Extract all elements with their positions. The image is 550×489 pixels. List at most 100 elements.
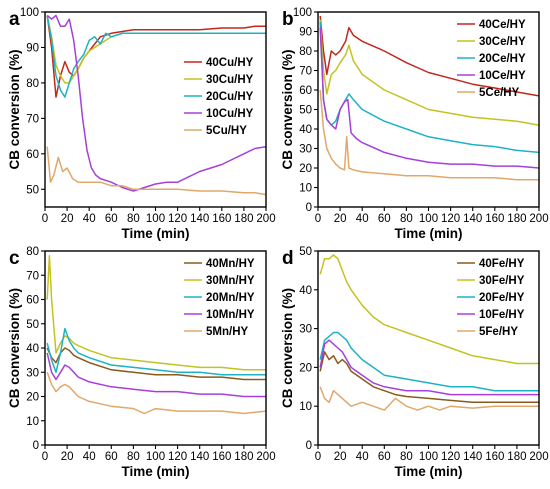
panel-a-legend: 40Cu/HY 30Cu/HY 20Cu/HY 10Cu/HY 5Cu/HY xyxy=(184,57,254,137)
panel-a-legend-label: 5Cu/HY xyxy=(206,125,247,137)
panel-d-y-tick-label: 0 xyxy=(306,440,312,452)
panel-d-x-tick-label: 140 xyxy=(463,451,482,463)
panel-b-x-tick-label: 140 xyxy=(463,213,482,225)
panel-d-x-tick-label: 80 xyxy=(400,451,413,463)
panel-c-y-tick-label: 0 xyxy=(33,440,39,452)
panel-d-x-tick-label: 100 xyxy=(419,451,438,463)
panel-b-y-tick-label: 0 xyxy=(306,202,312,214)
panel-d-legend-label: 40Fe/HY xyxy=(479,258,525,270)
panel-a-x-tick-label: 100 xyxy=(146,213,165,225)
panel-d-y-axis-title: CB conversion (%) xyxy=(280,288,295,408)
panel-d-series-line-40fe-hy xyxy=(319,351,539,404)
panel-c-y-tick-label: 80 xyxy=(26,246,39,258)
panel-c-series-line-30mn-hy xyxy=(46,255,266,371)
panel-a-series-line-40cu-hy xyxy=(46,15,266,98)
panel-d-series-line-30fe-hy xyxy=(319,254,539,365)
panel-b-series-line-10ce-hy xyxy=(319,27,540,169)
panel-c-x-tick-label: 180 xyxy=(234,451,253,463)
panel-a: 0 20 40 60 80 100 120 140 160 180 2005060708090100… xyxy=(7,7,276,241)
panel-c-series-line-5mn-hy xyxy=(46,372,267,415)
panel-c-y-tick-label: 50 xyxy=(26,319,39,331)
panel-b-y-tick-label: 100 xyxy=(293,7,312,19)
panel-a-x-tick-label: 160 xyxy=(212,213,231,225)
panel-a-y-tick-label: 50 xyxy=(26,184,39,196)
panel-b-y-tick-label: 40 xyxy=(299,124,312,136)
panel-d-x-tick-label: 160 xyxy=(485,451,504,463)
panel-a-y-tick-label: 70 xyxy=(26,113,39,125)
panel-d-x-axis-title: Time (min) xyxy=(394,464,462,479)
panel-b-series-line-30ce-hy xyxy=(319,19,540,126)
panel-b-y-tick-label: 20 xyxy=(299,163,312,175)
panel-b-x-tick-label: 40 xyxy=(356,213,369,225)
panel-c-y-tick-label: 40 xyxy=(26,343,39,355)
panel-c-legend-label: 20Mn/HY xyxy=(206,292,255,304)
panel-d-y-tick-label: 10 xyxy=(299,401,312,413)
panel-c-x-tick-label: 140 xyxy=(190,451,209,463)
panel-d-y-tick-label: 40 xyxy=(299,285,312,297)
panel-b-x-tick-label: 120 xyxy=(441,213,460,225)
panel-a-legend-label: 20Cu/HY xyxy=(206,91,254,103)
panel-d-legend: 40Fe/HY 30Fe/HY 20Fe/HY 10Fe/HY 5Fe/HY xyxy=(457,258,525,338)
panel-b-x-tick-label: 100 xyxy=(419,213,438,225)
panel-a-series-line-5cu-hy xyxy=(46,146,267,196)
panel-a-legend-label: 30Cu/HY xyxy=(206,74,254,86)
panel-b-x-tick-label: 200 xyxy=(529,213,548,225)
panel-d-legend-label: 20Fe/HY xyxy=(479,292,525,304)
panel-b-y-tick-label: 10 xyxy=(299,183,312,195)
panel-c-legend-label: 40Mn/HY xyxy=(206,258,255,270)
panel-b-y-tick-label: 90 xyxy=(299,27,312,39)
panel-c-x-tick-label: 20 xyxy=(61,451,74,463)
panel-c-x-tick-label: 120 xyxy=(168,451,187,463)
panel-d-letter: d xyxy=(282,248,294,269)
panel-a-y-tick-label: 60 xyxy=(26,149,39,161)
panel-b-x-tick-label: 80 xyxy=(400,213,413,225)
panel-a-y-tick-label: 80 xyxy=(26,78,39,90)
panel-b-series-line-40ce-hy xyxy=(319,15,540,97)
panel-b-series-line-5ce-hy xyxy=(319,89,539,181)
panel-c-x-axis-title: Time (min) xyxy=(121,464,189,479)
panel-c-letter: c xyxy=(9,248,20,269)
panel-c-x-tick-label: 40 xyxy=(83,451,96,463)
panel-a-series-line-10cu-hy xyxy=(46,14,267,192)
panel-b-y-tick-label: 70 xyxy=(299,66,312,78)
panel-c-x-tick-label: 160 xyxy=(212,451,231,463)
panel-a-series-line-20cu-hy xyxy=(46,15,266,98)
panel-c-y-tick-label: 70 xyxy=(26,270,39,282)
panel-c-y-tick-label: 20 xyxy=(26,392,39,404)
panel-a-x-tick-label: 60 xyxy=(105,213,118,225)
panel-a-x-tick-label: 120 xyxy=(168,213,187,225)
panel-d-legend-label: 10Fe/HY xyxy=(479,309,525,321)
panel-d-series-line-10fe-hy xyxy=(319,339,539,396)
panel-d-legend-label: 5Fe/HY xyxy=(479,326,518,338)
panel-a-legend-label: 40Cu/HY xyxy=(206,57,254,69)
panel-a-x-tick-label: 80 xyxy=(127,213,140,225)
panel-d-series-line-20fe-hy xyxy=(319,331,539,392)
panel-d-x-tick-label: 60 xyxy=(378,451,391,463)
panel-b-letter: b xyxy=(282,9,294,30)
panel-d-x-tick-label: 0 xyxy=(315,451,321,463)
panel-d-series-line-5fe-hy xyxy=(319,386,539,411)
panel-c-y-tick-label: 10 xyxy=(26,416,39,428)
panel-d-y-tick-label: 20 xyxy=(299,362,312,374)
panel-d: 0 20 40 60 80 100 120 140 160 180 200 0 10 20 30 40 50 Ti… xyxy=(280,246,549,479)
panel-b-x-axis-title: Time (min) xyxy=(394,226,462,241)
panel-b-x-tick-label: 160 xyxy=(485,213,504,225)
panel-a-letter: a xyxy=(9,9,20,30)
panel-c-legend-label: 10Mn/HY xyxy=(206,309,255,321)
panel-b-x-tick-label: 20 xyxy=(334,213,347,225)
panel-c-y-axis-title: CB conversion (%) xyxy=(7,288,22,408)
panel-c-series-line-10mn-hy xyxy=(46,352,266,398)
panel-b: 0 20 40 60 80 100 120 140 160 180 2000102030405060… xyxy=(280,7,549,241)
panel-d-y-tick-label: 50 xyxy=(299,246,312,258)
panel-b-legend-label: 10Ce/HY xyxy=(479,70,526,82)
panel-b-y-tick-label: 30 xyxy=(299,144,312,156)
panel-b-y-tick-label: 80 xyxy=(299,46,312,58)
panel-c-x-tick-label: 60 xyxy=(105,451,118,463)
panel-c-x-tick-label: 80 xyxy=(127,451,140,463)
panel-a-series-line-30cu-hy xyxy=(46,15,266,84)
panel-a-x-tick-label: 180 xyxy=(234,213,253,225)
panel-c-y-tick-label: 60 xyxy=(26,295,39,307)
panel-d-x-tick-label: 200 xyxy=(529,451,548,463)
panel-b-x-tick-label: 60 xyxy=(378,213,391,225)
